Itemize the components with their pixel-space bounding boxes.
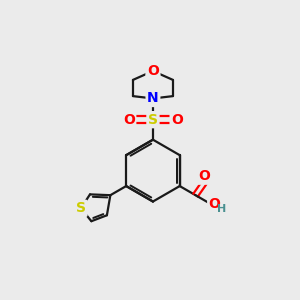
Text: O: O [209,197,220,211]
Text: O: O [147,64,159,78]
Text: H: H [217,204,226,214]
Text: O: O [171,113,183,127]
Text: S: S [148,113,158,127]
Text: N: N [147,92,159,106]
Text: O: O [198,169,210,183]
Text: O: O [123,113,135,127]
Text: S: S [76,201,86,215]
